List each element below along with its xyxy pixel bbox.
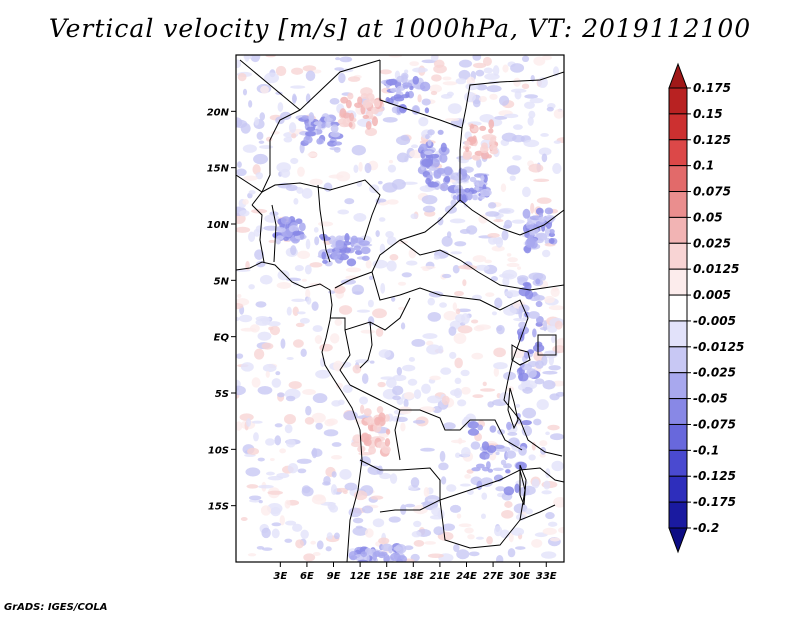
colorbar-level-label: -0.05 <box>693 392 728 406</box>
colorbar-swatch <box>668 320 688 348</box>
colorbar-swatch <box>668 113 688 141</box>
colorbar-level-label: 0.1 <box>693 159 714 173</box>
lon-tick-label: 30E <box>509 571 530 582</box>
colorbar-level-label: 0.05 <box>693 210 723 224</box>
lon-tick-label: 27E <box>483 571 504 582</box>
lon-tick-label: 12E <box>350 571 371 582</box>
colorbar-level-label: -0.005 <box>693 314 736 328</box>
colorbar-top-arrow <box>668 62 688 89</box>
latitude-axis: 20N 15N 10N 5N EQ 5S 10S 15S <box>207 107 236 513</box>
lat-tick-label: 10S <box>208 445 229 456</box>
colorbar-level-label: 0.025 <box>693 236 731 250</box>
colorbar-swatch <box>668 372 688 400</box>
colorbar-level-label: 0.175 <box>693 81 731 95</box>
lat-tick-label: 10N <box>207 220 230 231</box>
lon-tick-label: 15E <box>376 571 397 582</box>
lat-tick-label: 5N <box>214 276 230 287</box>
colorbar-swatch <box>668 294 688 322</box>
colorbar-swatch <box>668 191 688 218</box>
colorbar-swatch <box>668 87 688 115</box>
colorbar-swatch <box>668 501 688 529</box>
lon-tick-label: 9E <box>327 571 341 582</box>
colorbar-swatch <box>668 449 688 477</box>
country-borders <box>236 59 564 562</box>
lat-tick-label: 15S <box>208 502 229 513</box>
colorbar-swatch <box>668 242 688 270</box>
lon-tick-label: 6E <box>300 571 314 582</box>
colorbar-swatch <box>668 346 688 374</box>
colorbar-level-label: 0.125 <box>693 133 731 147</box>
lat-tick-label: 5S <box>215 389 229 400</box>
colorbar-level-label: 0.005 <box>693 288 731 302</box>
lat-tick-label: EQ <box>214 333 230 344</box>
colorbar-level-label: 0.0125 <box>693 262 739 276</box>
colorbar-swatch <box>668 216 688 244</box>
longitude-axis: 3E 6E 9E 12E 15E 18E 21E 24E 27E 30E 33E <box>273 562 557 582</box>
field-layer <box>236 55 564 562</box>
lon-tick-label: 3E <box>273 571 287 582</box>
colorbar-level-label: -0.075 <box>693 417 736 431</box>
colorbar-level-label: -0.0125 <box>693 340 744 354</box>
colorbar-swatch <box>668 139 688 167</box>
lon-tick-label: 18E <box>403 571 424 582</box>
colorbar-level-label: 0.075 <box>693 185 731 199</box>
lon-tick-label: 21E <box>430 571 451 582</box>
colorbar: 0.175 0.15 0.125 0.1 0.075 0.05 0.025 0.0125 0.0… <box>668 62 744 554</box>
lat-tick-label: 20N <box>207 107 230 118</box>
colorbar-level-label: -0.2 <box>693 521 719 535</box>
plot-frame <box>235 54 565 563</box>
lon-tick-label: 24E <box>456 571 477 582</box>
colorbar-level-label: -0.025 <box>693 366 736 380</box>
colorbar-level-label: 0.15 <box>693 107 723 121</box>
colorbar-level-label: -0.175 <box>693 495 736 509</box>
colorbar-swatch <box>668 423 688 451</box>
vertical-velocity-shading <box>236 55 564 562</box>
lon-tick-label: 33E <box>536 571 557 582</box>
colorbar-swatch <box>668 398 688 425</box>
colorbar-level-label: -0.1 <box>693 443 719 457</box>
colorbar-swatch <box>668 165 688 193</box>
map-title: Vertical velocity [m/s] at 1000hPa, VT: … <box>48 14 752 43</box>
colorbar-bottom-arrow <box>668 527 688 554</box>
colorbar-swatch <box>668 475 688 503</box>
colorbar-level-label: -0.125 <box>693 469 736 483</box>
colorbar-swatch <box>668 268 688 296</box>
grads-credit: GrADS: IGES/COLA <box>4 602 108 613</box>
lat-tick-label: 15N <box>207 164 230 175</box>
